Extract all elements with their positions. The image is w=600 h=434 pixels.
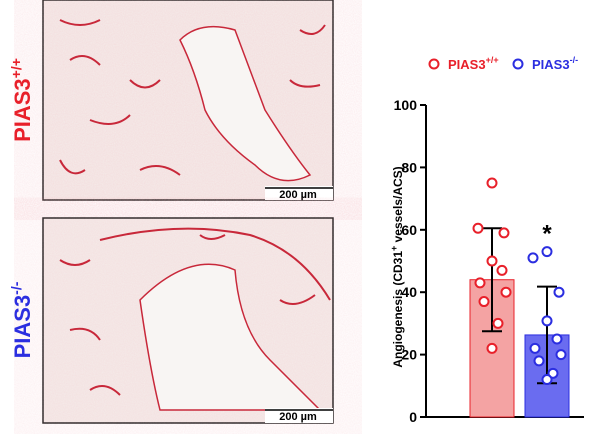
data-point [478,296,490,308]
y-tick-label: 20 [401,347,417,363]
chart: 0 20 40 60 80 100 Angiogenesis (CD31+ vessels/… [389,55,584,425]
y-tick-label: 0 [409,409,417,425]
row-label-text: PIAS3 [10,295,35,359]
data-point [498,227,510,239]
legend-text: PIAS3 [448,57,486,72]
data-point [486,255,498,267]
data-point [541,315,553,327]
y-axis-label-part: + [389,246,399,251]
y-axis-label-part: vessels/ACS) [391,166,405,245]
data-point [555,349,567,361]
legend-sup: -/- [570,55,579,65]
data-point [551,333,563,345]
legend-marker [512,58,524,70]
micrograph-bottom: 200 µm [42,217,334,424]
data-point [500,286,512,298]
row-label: PIAS3-/- [8,281,35,358]
legend-marker [428,58,440,70]
row-label-sup: +/+ [8,58,24,78]
y-tick-label: 80 [401,159,417,175]
data-point [541,374,553,386]
y-tick-label: 40 [401,284,417,300]
data-point [553,286,565,298]
data-point [474,277,486,289]
y-tick-label: 60 [401,222,417,238]
row-label: PIAS3+/+ [8,58,35,142]
y-axis-label-part: Angiogenesis (CD31 [391,251,405,368]
data-point [529,342,541,354]
data-point [541,246,553,258]
data-point [486,177,498,189]
data-point [472,222,484,234]
legend-label: PIAS3+/+ [448,55,499,72]
y-axis-label: Angiogenesis (CD31+ vessels/ACS) [389,166,405,367]
scale-bar-label: 200 µm [279,189,317,201]
row-label-text: PIAS3 [10,78,35,142]
legend-sup: +/+ [486,55,499,65]
annotation: * [542,221,552,248]
data-point [492,317,504,329]
micrograph-top: 200 µm [42,0,334,201]
data-point [496,264,508,276]
data-point [527,252,539,264]
legend-text: PIAS3 [532,57,570,72]
data-point [486,342,498,354]
legend-label: PIAS3-/- [532,55,578,72]
scale-bar-label: 200 µm [279,411,317,423]
y-tick-label: 100 [394,97,418,113]
data-point [533,355,545,367]
row-label-sup: -/- [8,281,24,295]
